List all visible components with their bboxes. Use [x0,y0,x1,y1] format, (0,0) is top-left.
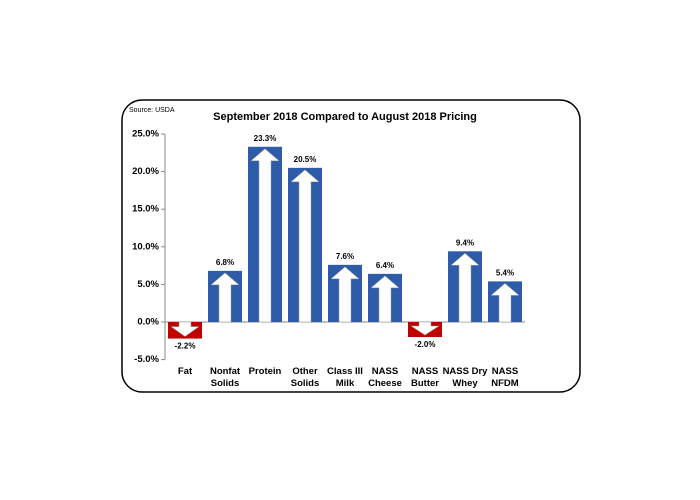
arrow [170,321,200,337]
arrow [410,321,440,336]
y-tick-label: 10.0% [132,241,159,252]
arrow [330,266,360,323]
value-label: 5.4% [496,269,514,278]
x-tick-label: Protein [248,366,282,377]
value-label: 23.3% [254,134,277,143]
x-tick-label: Fat [177,366,193,377]
y-tick-label: 0.0% [137,317,159,328]
y-tick-label: -5.0% [134,354,159,365]
arrow [490,283,520,323]
y-tick-label: 25.0% [132,129,159,140]
x-tick-label: NASS Butter [411,366,439,389]
arrow [210,272,240,323]
y-tick-label: 15.0% [132,204,159,215]
source-note: Source: USDA [129,107,175,114]
arrow [290,169,320,323]
x-tick-label: NASS NFDM [491,366,519,389]
y-tick-label: 5.0% [137,279,159,290]
x-tick-label: Other Solids [290,366,320,389]
arrow [250,148,280,323]
value-label: -2.0% [415,340,436,349]
value-label: -2.2% [175,342,196,351]
chart-title: September 2018 Compared to August 2018 P… [213,111,477,123]
value-label: 9.4% [456,238,474,247]
arrow [370,275,400,323]
x-tick-label: NASS Cheese [368,366,402,389]
value-label: 6.8% [216,258,234,267]
value-label: 7.6% [336,252,354,261]
value-label: 20.5% [294,155,317,164]
y-tick-label: 20.0% [132,166,159,177]
x-tick-label: Nonfat Solids [209,366,241,389]
arrow [450,252,480,323]
value-label: 6.4% [376,261,394,270]
x-tick-label: Class III Milk [327,366,363,389]
x-tick-label: NASS Dry Whey [442,366,488,389]
